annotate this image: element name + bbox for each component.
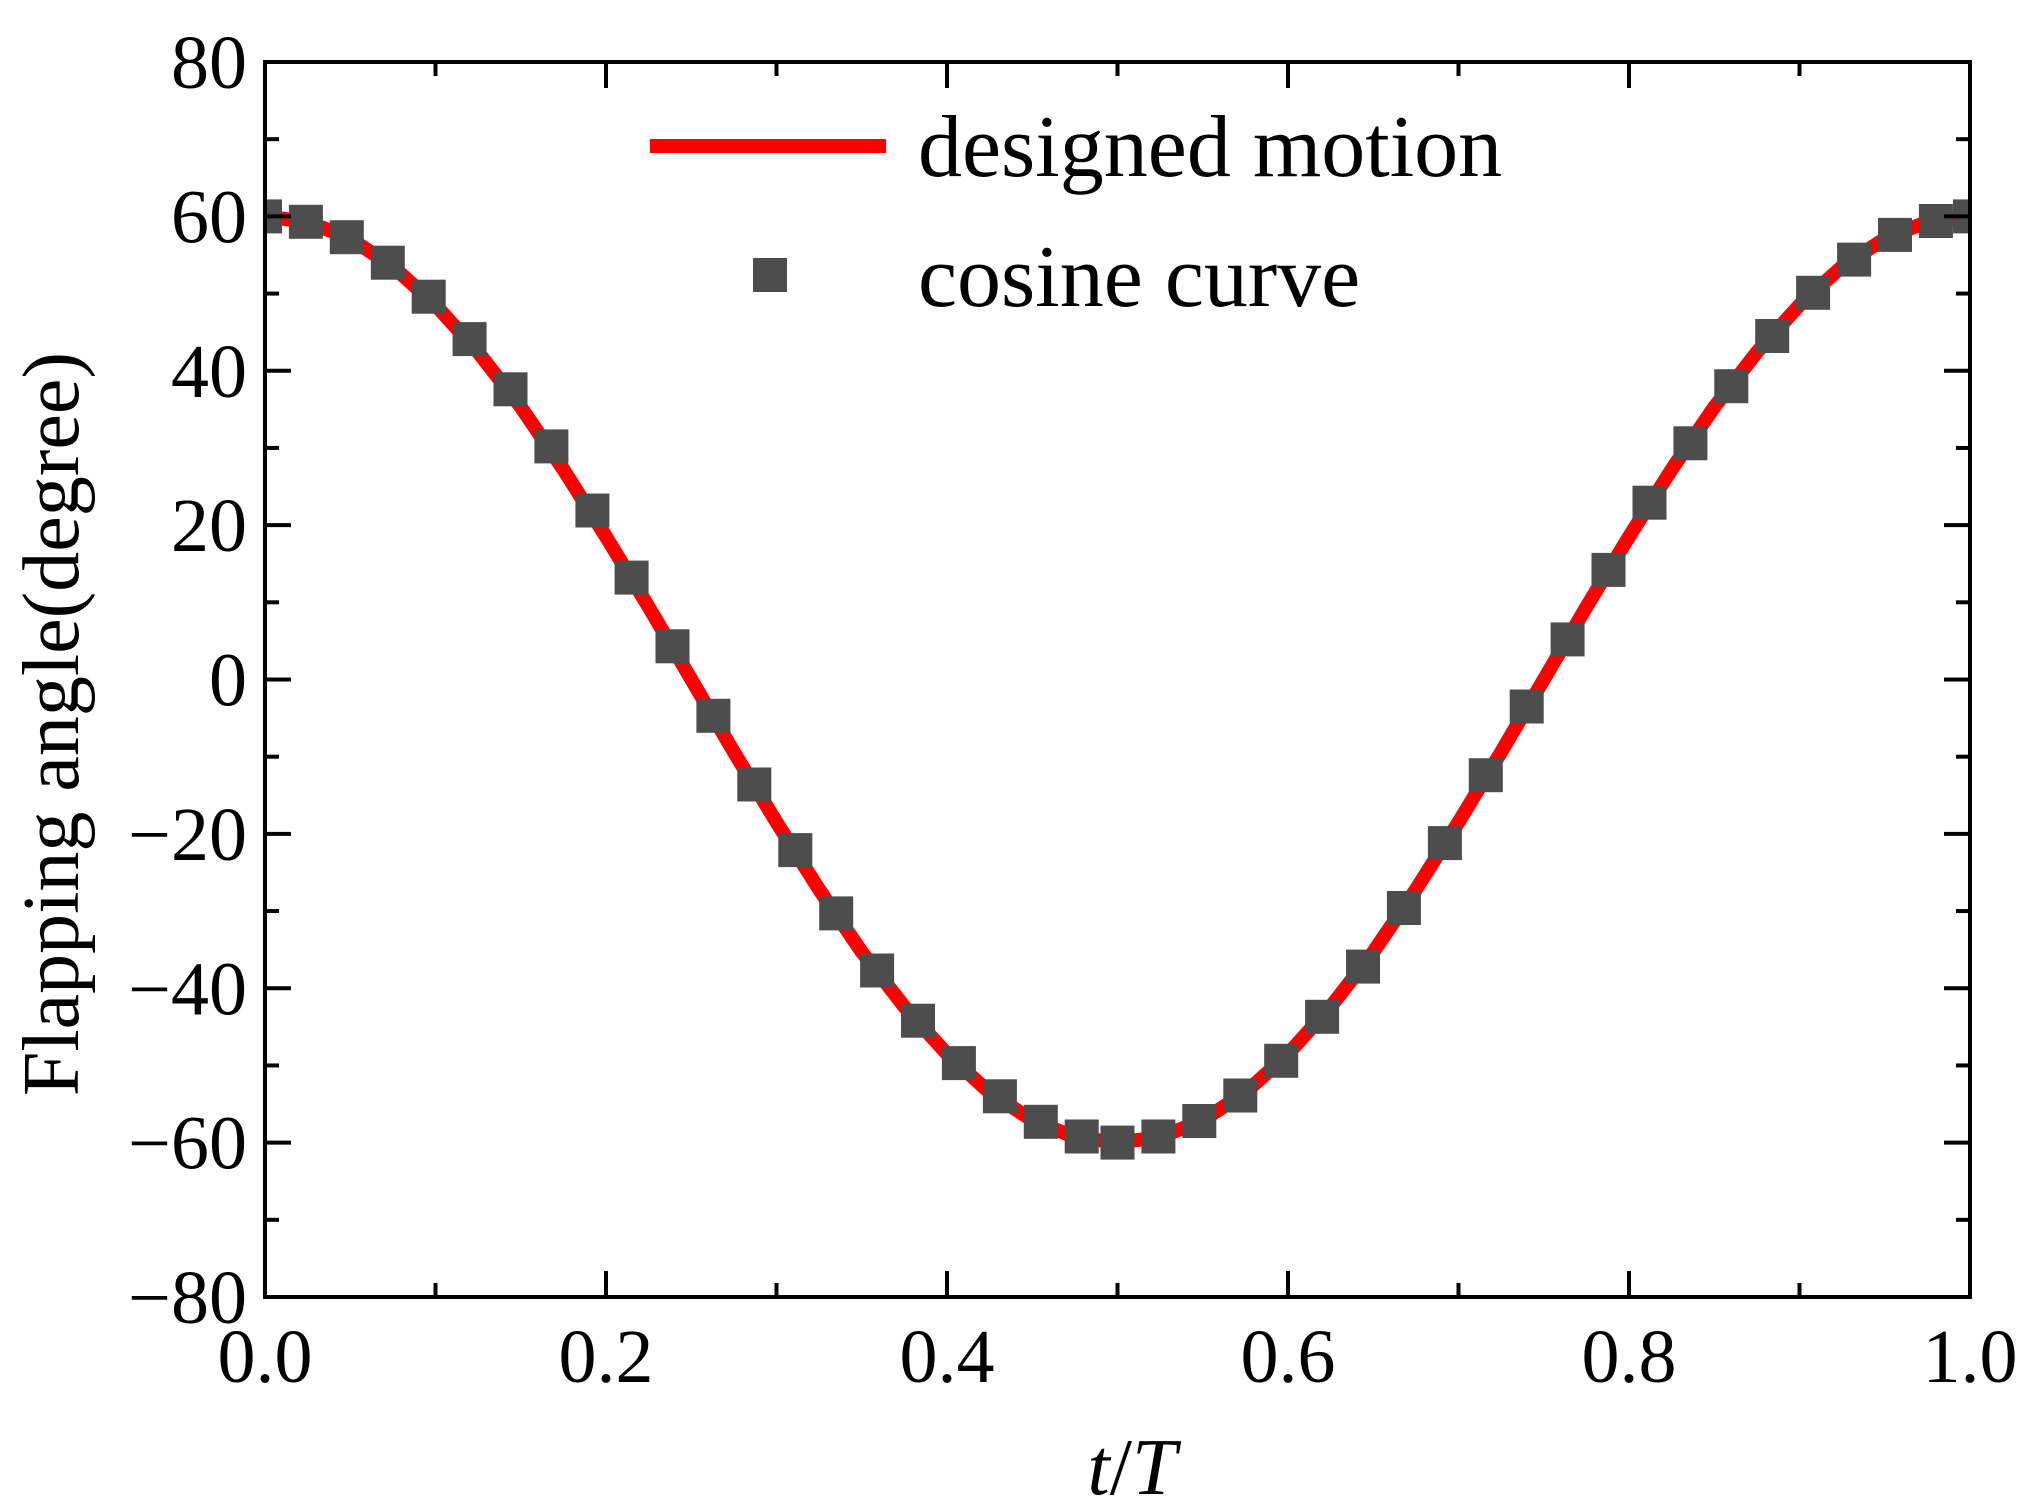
x-axis-title-var: t [1088, 1424, 1112, 1503]
scatter-point-cosine-curve [1182, 1104, 1217, 1138]
scatter-point-cosine-curve [534, 429, 569, 464]
x-tick-label: 0.4 [900, 1315, 995, 1399]
scatter-point-cosine-curve [1305, 999, 1340, 1034]
x-tick-label: 0.8 [1582, 1315, 1677, 1399]
scatter-point-cosine-curve [1141, 1119, 1176, 1154]
scatter-point-cosine-curve [1918, 204, 1953, 238]
scatter-point-cosine-curve [941, 1046, 976, 1081]
y-axis-title: Flapping angle(degree) [8, 352, 96, 1096]
scatter-point-cosine-curve [1100, 1125, 1135, 1160]
scatter-point-cosine-curve [1264, 1043, 1299, 1078]
y-tick-label: −80 [128, 1256, 247, 1340]
plot-area [265, 199, 1970, 1160]
y-tick-label: 20 [171, 484, 247, 568]
scatter-point-cosine-curve [860, 953, 895, 988]
scatter-point-cosine-curve [778, 833, 813, 868]
scatter-point-cosine-curve [452, 322, 487, 357]
y-tick-label: 80 [171, 21, 247, 105]
series-layer [265, 199, 1970, 1160]
scatter-point-cosine-curve [1064, 1119, 1099, 1154]
scatter-point-cosine-curve [1550, 622, 1585, 657]
legend-label-designed-motion: designed motion [918, 99, 1502, 196]
scatter-point-cosine-curve [1223, 1078, 1258, 1113]
scatter-point-cosine-curve [288, 204, 323, 239]
scatter-point-cosine-curve [1427, 826, 1462, 861]
scatter-point-cosine-curve [1468, 758, 1503, 793]
scatter-point-cosine-curve [655, 629, 690, 664]
scatter-point-cosine-curve [411, 279, 446, 314]
x-axis-title-den: T [1132, 1424, 1182, 1503]
scatter-point-cosine-curve [1591, 552, 1626, 587]
scatter-point-cosine-curve [1796, 275, 1831, 310]
x-tick-label: 1.0 [1923, 1315, 2018, 1399]
y-tick-label: 0 [209, 639, 247, 723]
scatter-point-cosine-curve [1878, 217, 1912, 252]
scatter-point-cosine-curve [493, 372, 528, 407]
series-line-designed-motion [265, 209, 1970, 1150]
scatter-point-cosine-curve [614, 560, 649, 595]
scatter-point-cosine-curve [982, 1079, 1017, 1114]
legend-swatch-cosine-curve [753, 258, 787, 292]
y-tick-label: −40 [128, 947, 247, 1031]
y-tick-label: −60 [128, 1102, 247, 1186]
scatter-point-cosine-curve [819, 896, 854, 931]
plot-frame [263, 60, 1972, 1299]
scatter-point-cosine-curve [1837, 242, 1872, 277]
scatter-point-cosine-curve [1632, 485, 1667, 520]
scatter-point-cosine-curve [1673, 426, 1708, 461]
x-axis-title-sep: / [1110, 1424, 1133, 1503]
scatter-point-cosine-curve [1509, 689, 1544, 724]
scatter-point-cosine-curve [1346, 949, 1380, 984]
legend-label-cosine-curve: cosine curve [918, 229, 1360, 326]
scatter-point-cosine-curve [737, 767, 772, 802]
legend: designed motion cosine curve [650, 99, 1502, 326]
y-tick-label: 60 [171, 175, 247, 259]
scatter-point-cosine-curve [1714, 369, 1749, 404]
scatter-point-cosine-curve [1755, 319, 1790, 353]
x-tick-label: 0.6 [1241, 1315, 1336, 1399]
scatter-point-cosine-curve [1386, 891, 1421, 925]
scatter-point-cosine-curve [329, 220, 364, 255]
scatter-point-cosine-curve [1023, 1104, 1058, 1139]
scatter-point-cosine-curve [575, 493, 610, 528]
scatter-point-cosine-curve [696, 698, 731, 733]
scatter-point-cosine-curve [901, 1003, 935, 1038]
x-axis-title: t/T [1088, 1424, 1182, 1503]
x-tick-label: 0.2 [559, 1315, 654, 1399]
axis-tick-labels: 0.0 0.2 0.4 0.6 0.8 1.0 −80 −60 −40 −20 0 20 40 60 80 [128, 21, 2017, 1399]
y-tick-label: −20 [128, 793, 247, 877]
scatter-point-cosine-curve [370, 245, 405, 280]
y-tick-label: 40 [171, 330, 247, 414]
x-tick-label: 0.0 [218, 1315, 313, 1399]
